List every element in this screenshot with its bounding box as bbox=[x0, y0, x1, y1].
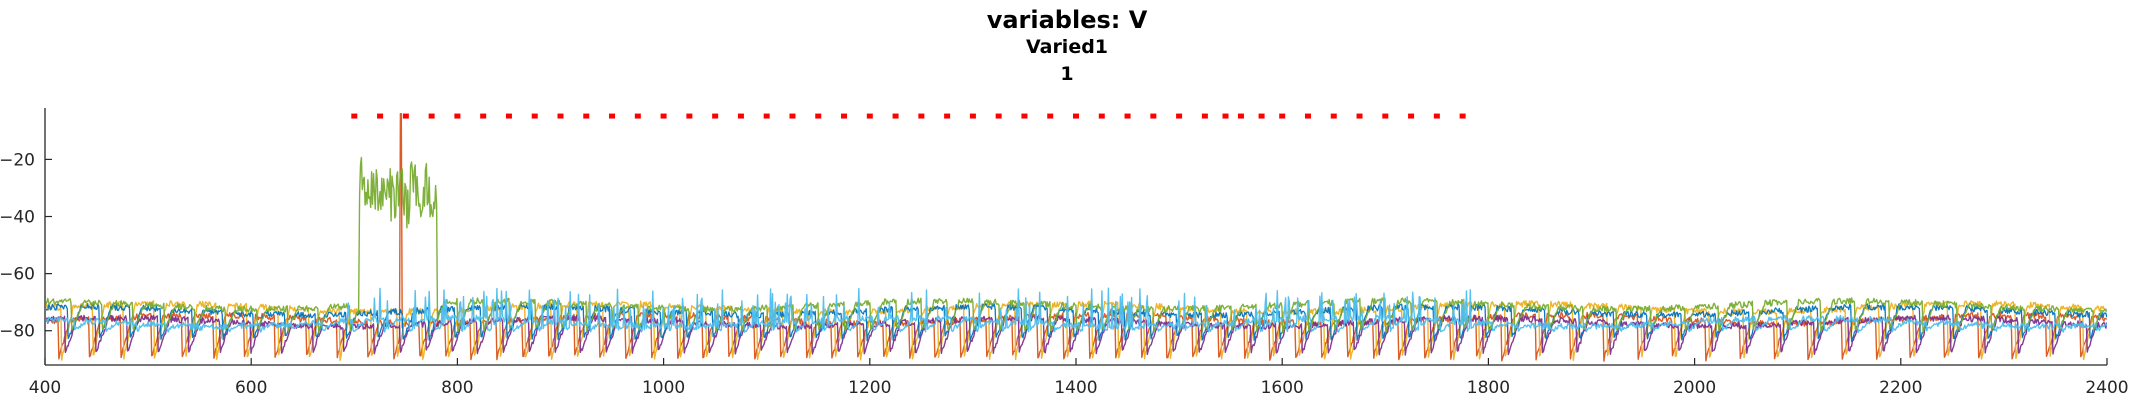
stimulus-marker bbox=[892, 113, 899, 119]
x-tick-label: 400 bbox=[29, 378, 61, 398]
x-tick-label: 1600 bbox=[1261, 378, 1304, 398]
stimulus-marker bbox=[1408, 113, 1415, 119]
stimulus-marker bbox=[1433, 113, 1440, 119]
stimulus-marker bbox=[1459, 113, 1466, 119]
stimulus-marker bbox=[1047, 113, 1054, 119]
stimulus-marker bbox=[1279, 113, 1286, 119]
x-tick-label: 1000 bbox=[642, 378, 685, 398]
x-tick-label: 600 bbox=[235, 378, 267, 398]
stimulus-marker bbox=[1021, 113, 1028, 119]
stimulus-marker bbox=[1124, 113, 1131, 119]
stimulus-marker bbox=[866, 113, 873, 119]
stimulus-marker bbox=[712, 113, 719, 119]
stimulus-marker bbox=[660, 113, 667, 119]
stimulus-marker bbox=[995, 113, 1002, 119]
stimulus-marker bbox=[1222, 113, 1229, 119]
stimulus-marker bbox=[454, 113, 461, 119]
y-ticks: −80 −60 −40 −20 bbox=[0, 150, 52, 342]
stimulus-marker bbox=[1330, 113, 1337, 119]
axes: 400 600 800 1000 1200 1400 1600 1800 2000 2200 240… bbox=[0, 108, 2129, 398]
stimulus-marker-layer bbox=[351, 113, 1466, 119]
chart-subtitle-line-1: Varied1 bbox=[1026, 36, 1108, 58]
stimulus-marker bbox=[402, 113, 409, 119]
stimulus-marker bbox=[480, 113, 487, 119]
stimulus-marker bbox=[634, 113, 641, 119]
y-tick-label: −20 bbox=[0, 150, 35, 170]
stimulus-marker bbox=[1382, 113, 1389, 119]
x-tick-label: 2200 bbox=[1879, 378, 1922, 398]
series-line bbox=[46, 303, 2107, 343]
stimulus-marker bbox=[763, 113, 770, 119]
stimulus-marker bbox=[789, 113, 796, 119]
stimulus-marker bbox=[428, 113, 435, 119]
stimulus-marker bbox=[557, 113, 564, 119]
x-tick-label: 2400 bbox=[2085, 378, 2128, 398]
stimulus-marker bbox=[1237, 113, 1244, 119]
stimulus-marker bbox=[815, 113, 822, 119]
stimulus-marker bbox=[1176, 113, 1183, 119]
chart-subtitle-line-2: 1 bbox=[1060, 63, 1073, 85]
stimulus-marker bbox=[583, 113, 590, 119]
x-tick-label: 1800 bbox=[1467, 378, 1510, 398]
stimulus-marker bbox=[1073, 113, 1079, 119]
stimulus-marker bbox=[609, 113, 616, 119]
y-tick-label: −60 bbox=[0, 265, 35, 285]
stimulus-marker bbox=[351, 113, 358, 119]
stimulus-marker bbox=[377, 113, 384, 119]
stimulus-marker bbox=[1304, 113, 1311, 119]
stimulus-marker bbox=[841, 113, 848, 119]
stimulus-marker bbox=[1098, 113, 1105, 119]
x-tick-label: 2000 bbox=[1673, 378, 1716, 398]
series-layer bbox=[46, 113, 2107, 362]
stimulus-marker bbox=[686, 113, 693, 119]
stimulus-marker bbox=[1201, 113, 1208, 119]
stimulus-marker bbox=[1356, 113, 1363, 119]
x-tick-label: 800 bbox=[441, 378, 473, 398]
stimulus-marker bbox=[1150, 113, 1157, 119]
plot-area bbox=[46, 113, 2107, 362]
stimulus-marker bbox=[737, 113, 744, 119]
stimulus-marker bbox=[969, 113, 976, 119]
stimulus-marker bbox=[1258, 113, 1265, 119]
y-tick-label: −40 bbox=[0, 208, 35, 228]
x-tick-label: 1200 bbox=[848, 378, 891, 398]
stimulus-marker bbox=[918, 113, 925, 119]
x-ticks: 400 600 800 1000 1200 1400 1600 1800 2000 2200 240… bbox=[29, 358, 2129, 398]
stimulus-marker bbox=[531, 113, 538, 119]
chart-title: variables: V bbox=[987, 6, 1148, 34]
stimulus-marker bbox=[944, 113, 951, 119]
x-tick-label: 1400 bbox=[1054, 378, 1097, 398]
stimulus-marker bbox=[505, 113, 512, 119]
series-line bbox=[46, 287, 2107, 334]
y-tick-label: −80 bbox=[0, 322, 35, 342]
series-line bbox=[46, 156, 2107, 334]
